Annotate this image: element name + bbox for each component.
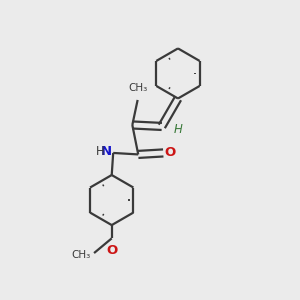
Text: H: H	[173, 123, 182, 136]
Text: CH₃: CH₃	[128, 83, 147, 94]
Text: O: O	[106, 244, 117, 256]
Text: N: N	[100, 145, 112, 158]
Text: CH₃: CH₃	[71, 250, 91, 260]
Text: H: H	[96, 145, 104, 158]
Text: O: O	[164, 146, 176, 159]
